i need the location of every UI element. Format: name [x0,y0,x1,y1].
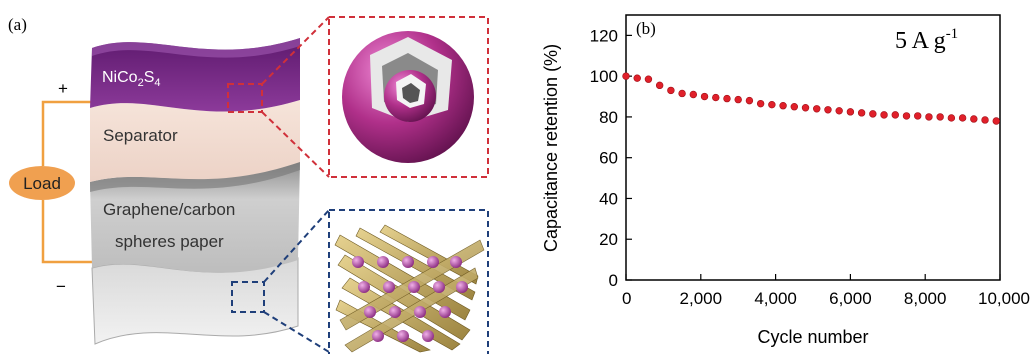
data-point [835,107,843,115]
x-tick-label: 4,000 [754,289,797,308]
blue-zoom-callout [231,209,489,354]
data-point [914,112,922,120]
load-label: Load [23,174,61,193]
separator-layer [90,100,300,182]
x-tick-label: 0 [622,289,631,308]
data-point [857,109,866,117]
data-point [734,95,742,104]
x-axis-title: Cycle number [757,327,868,347]
red-zoom-callout [227,16,489,178]
x-tick-label: 6,000 [829,289,872,308]
y-axis-title: Capacitance retention (%) [541,44,561,252]
y-tick-label: 0 [609,271,618,290]
x-tick-label: 8,000 [904,289,947,308]
y-tick-label: 20 [599,230,618,249]
panel-b-label: (b) [636,19,656,38]
separator-label: Separator [103,126,178,145]
load-ellipse [9,166,75,200]
hollow-sphere-icon [342,31,474,163]
data-point [947,114,956,122]
data-point [678,89,686,98]
circuit-wire [41,100,98,264]
nico2s4-label: NiCo2S4 [102,69,160,89]
plot-frame [625,14,1001,281]
data-point [779,102,787,110]
data-series [622,72,1000,125]
y-tick-label: 40 [599,189,618,208]
data-point [902,112,911,120]
y-tick-label: 120 [590,26,618,45]
data-point [958,114,967,122]
data-point [644,75,653,83]
data-point [891,111,899,119]
graphene-layer [90,160,300,273]
data-point [880,111,888,119]
layer-stack [90,38,300,345]
data-point [846,108,855,116]
data-point [925,113,933,121]
x-axis: 0 2,000 4,000 6,000 8,000 10,000 [622,274,1030,308]
data-point [723,94,731,103]
data-point [745,96,754,105]
data-point [970,115,978,123]
data-point [712,93,720,102]
panel-a-label: (a) [8,15,27,34]
data-point [655,81,664,90]
data-point [824,106,832,114]
data-point [869,110,877,118]
current-density-annotation: 5 A g-1 [895,26,958,54]
retention-chart: 0 20 40 60 80 100 120 0 2,000 4,000 6,000 8,000 10,… [541,14,1030,347]
nico2s4-highlight [92,38,300,58]
data-point [633,74,641,82]
data-point [700,92,709,101]
data-point [790,103,798,111]
carbon-sphere-lattice-icon [334,224,485,353]
y-tick-label: 60 [599,149,618,168]
graphene-layer-top-edge [90,160,300,192]
y-axis: 0 20 40 60 80 100 120 [590,26,632,290]
data-point [768,100,776,109]
graphene-label-line2: spheres paper [115,232,224,251]
graphene-label-line1: Graphene/carbon [103,200,235,219]
data-point [801,104,810,112]
y-tick-label: 100 [590,67,618,86]
data-point [622,72,630,80]
data-point [813,105,821,113]
minus-sign: − [56,277,66,296]
data-point [689,90,698,99]
x-tick-label: 2,000 [680,289,723,308]
data-point [992,117,1000,125]
data-point [936,113,944,121]
x-tick-label: 10,000 [978,289,1030,308]
data-point [981,116,989,124]
plus-sign: + [58,79,68,98]
data-point [756,99,765,108]
y-tick-label: 80 [599,108,618,127]
data-point [667,86,675,95]
